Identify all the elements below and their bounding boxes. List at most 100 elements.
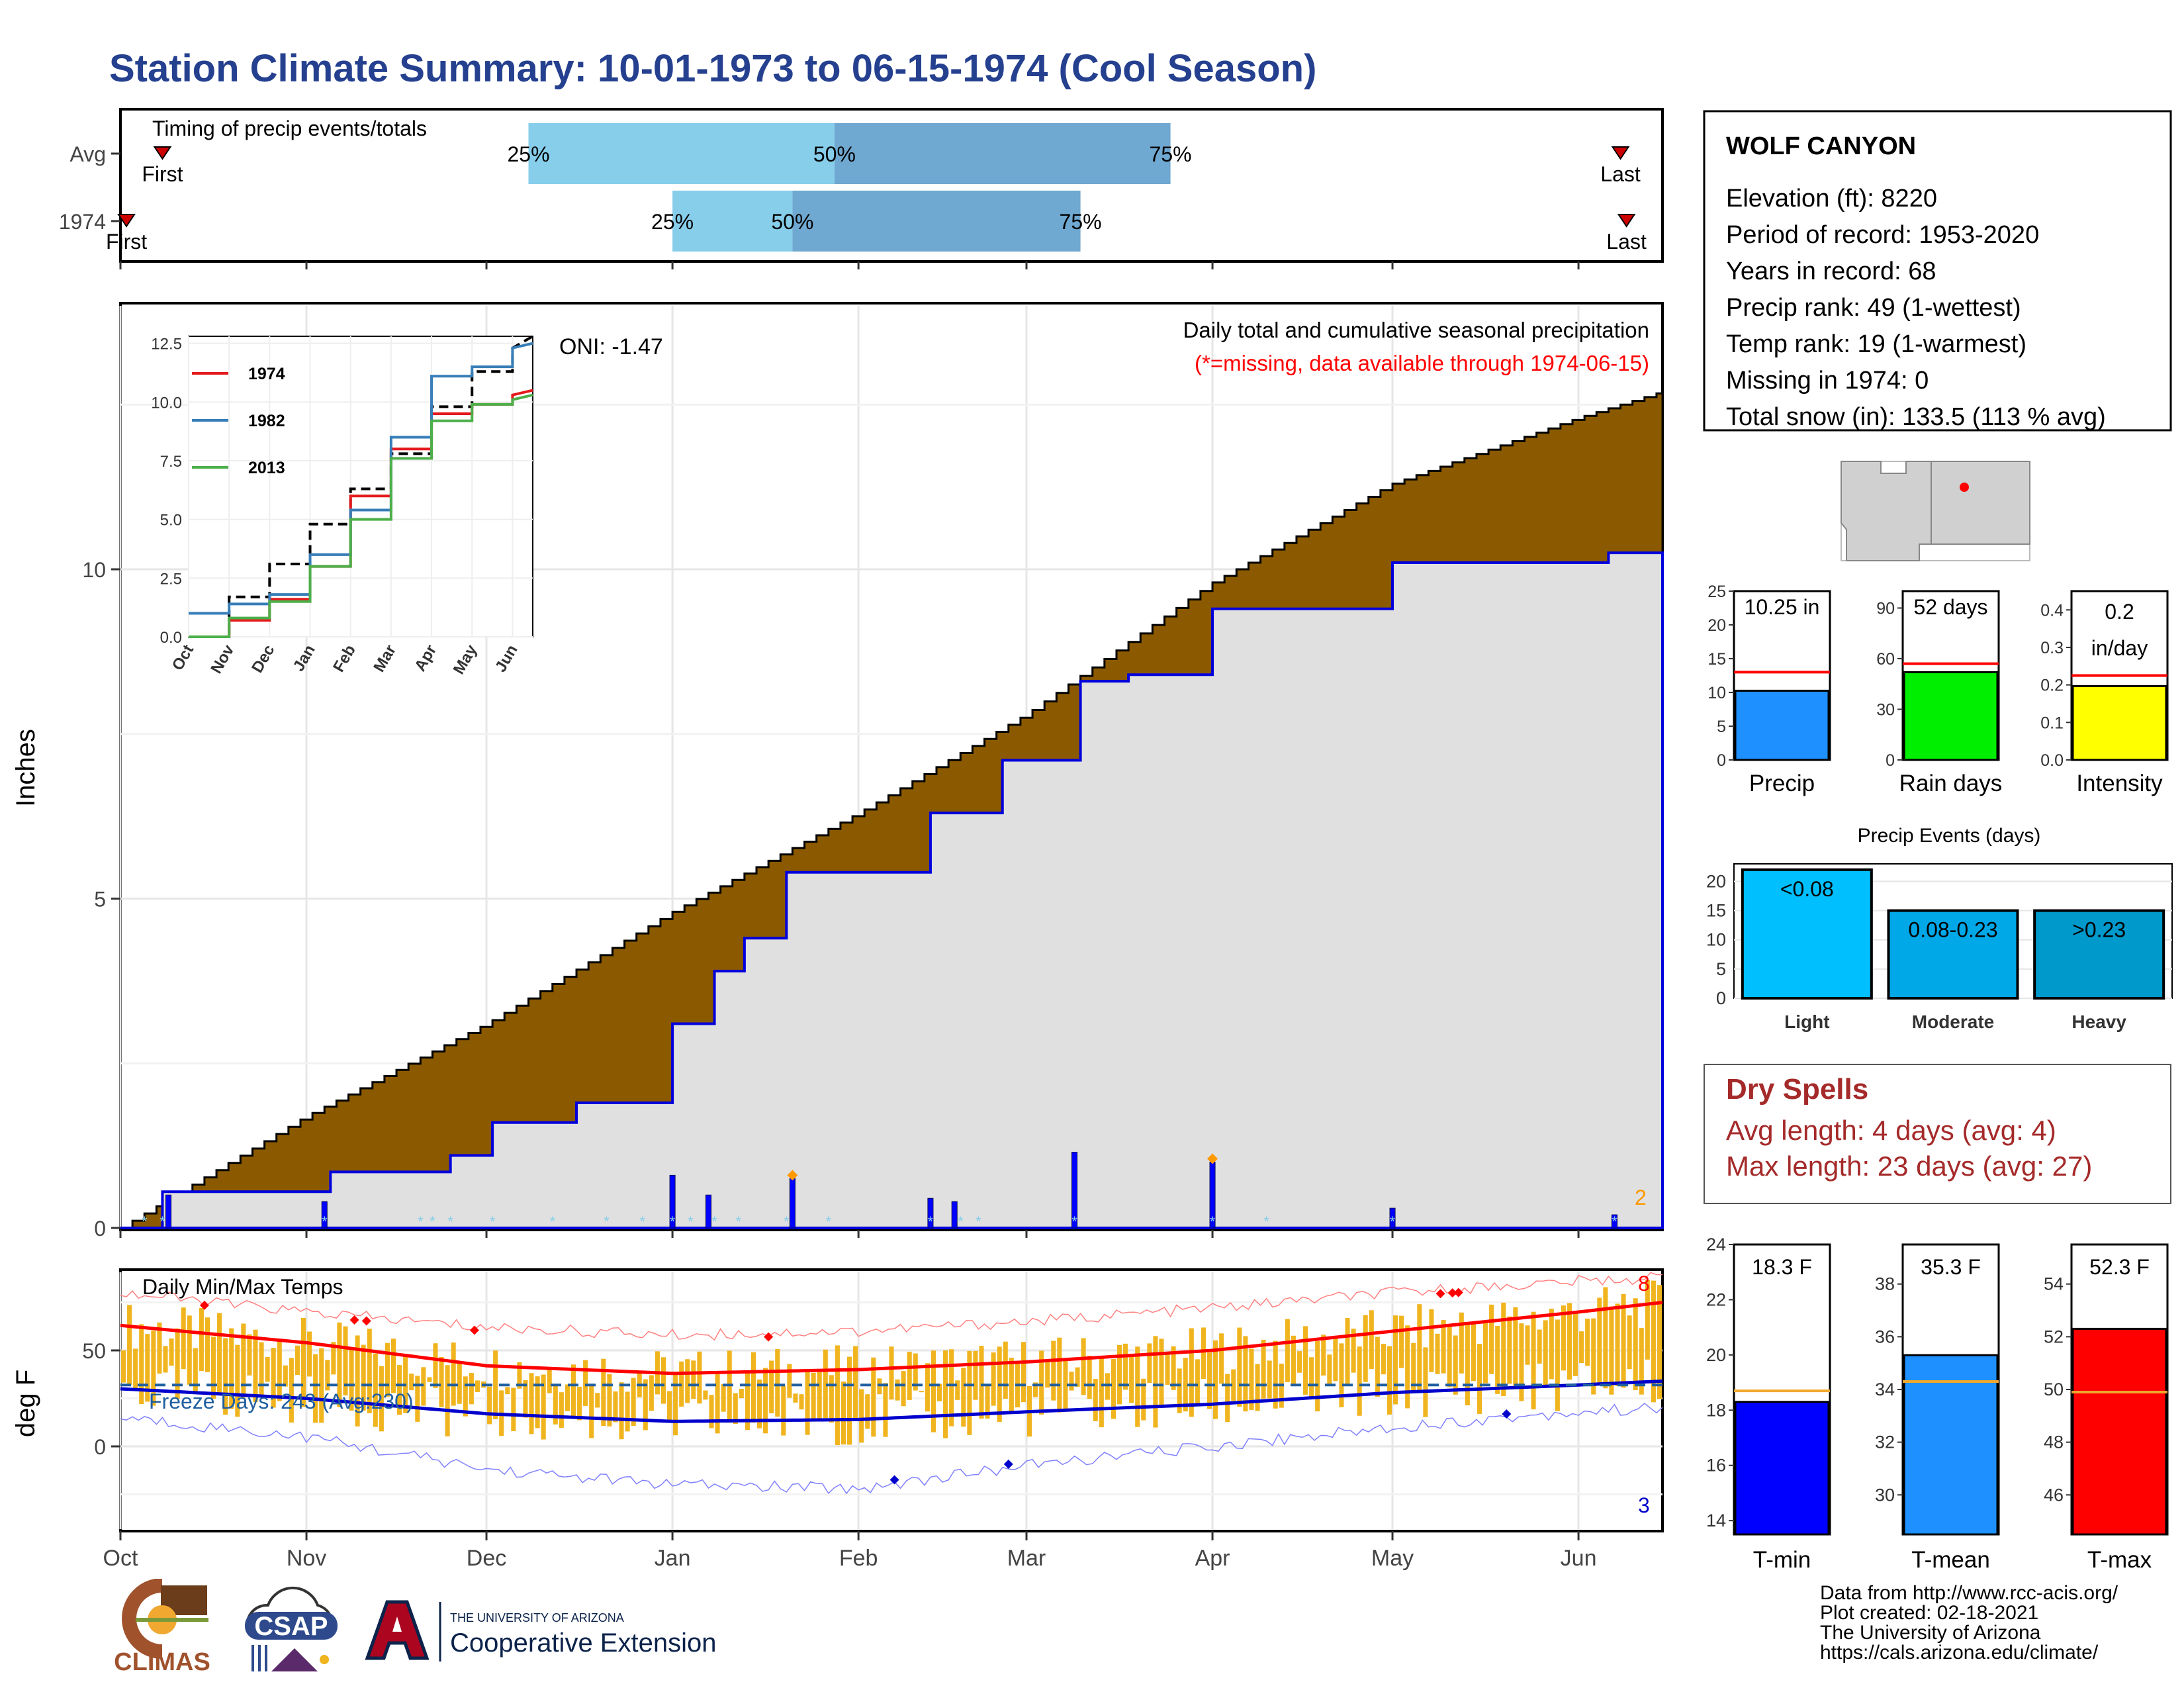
daily-temp-range-bar	[1357, 1346, 1362, 1416]
daily-temp-range-bar	[673, 1372, 678, 1436]
daily-temp-range-bar	[1213, 1340, 1218, 1419]
daily-temp-range-bar	[1585, 1318, 1590, 1366]
ua-extension-text: Cooperative Extension	[450, 1628, 716, 1658]
record-high-marker	[1453, 1288, 1463, 1297]
temp-bar-y-tick: 50	[2044, 1380, 2064, 1399]
daily-temp-range-bar	[589, 1385, 594, 1438]
daily-temp-range-bar	[1477, 1344, 1482, 1414]
record-high-marker	[1447, 1288, 1457, 1298]
daily-temp-range-bar	[685, 1359, 690, 1403]
station-info-line: Temp rank: 19 (1-warmest)	[1726, 330, 2026, 358]
daily-temp-range-bar	[259, 1342, 264, 1396]
last-marker	[1617, 214, 1636, 228]
daily-temp-range-bar	[1231, 1369, 1236, 1401]
daily-temp-range-bar	[121, 1350, 126, 1383]
record-high-marker	[764, 1332, 774, 1342]
timing-bar-50-75	[792, 191, 1081, 252]
daily-temp-range-bar	[1261, 1339, 1266, 1399]
daily-temp-range-bar	[577, 1386, 582, 1421]
daily-temp-range-bar	[967, 1350, 972, 1435]
first-label: First	[142, 162, 183, 186]
daily-temp-range-bar	[1135, 1346, 1140, 1427]
daily-temp-range-bar	[1567, 1303, 1572, 1380]
temp-bar-value	[1734, 1401, 1830, 1536]
daily-temp-range-bar	[841, 1382, 846, 1445]
daily-temp-range-bar	[205, 1317, 210, 1372]
daily-temp-range-bar	[1339, 1343, 1344, 1407]
daily-temp-range-bar	[1519, 1323, 1524, 1401]
daily-temp-range-bar	[445, 1365, 450, 1436]
mini-bar-y-tick: 10	[1707, 684, 1726, 702]
daily-temp-range-bar	[1483, 1322, 1488, 1383]
daily-temp-range-bar	[271, 1348, 276, 1408]
daily-temp-range-bar	[1291, 1335, 1296, 1385]
daily-temp-range-bar	[1141, 1378, 1146, 1421]
daily-temp-range-bar	[1039, 1350, 1044, 1415]
snow-marker: *	[490, 1213, 496, 1230]
daily-temp-range-bar	[277, 1340, 282, 1401]
daily-temp-range-bar	[667, 1391, 672, 1421]
record-low-marker	[1003, 1459, 1013, 1469]
snow-marker: *	[639, 1213, 645, 1230]
daily-temp-range-bar	[343, 1326, 348, 1396]
events-category-label: Moderate	[1912, 1011, 1994, 1032]
daily-temp-range-bar	[415, 1376, 420, 1422]
inset-y-tick: 7.5	[160, 453, 182, 471]
record-low-count: 3	[1638, 1493, 1650, 1517]
mini-bar-y-tick: 5	[1717, 718, 1726, 736]
snow-marker: *	[430, 1213, 435, 1230]
daily-temp-range-bar	[871, 1357, 876, 1437]
daily-precip-bar	[1611, 1214, 1617, 1229]
temp-panel-title: Daily Min/Max Temps	[142, 1275, 343, 1299]
events-y-tick: 15	[1706, 901, 1726, 921]
daily-temp-range-bar	[265, 1356, 270, 1382]
daily-temp-range-bar	[1249, 1348, 1254, 1410]
daily-temp-range-bar	[427, 1377, 432, 1382]
daily-temp-range-bar	[421, 1367, 426, 1406]
daily-temp-range-bar	[1189, 1328, 1194, 1417]
daily-temp-range-bar	[1471, 1323, 1476, 1382]
daily-temp-range-bar	[300, 1317, 306, 1407]
daily-temp-range-bar	[943, 1350, 948, 1438]
inset-series-line	[189, 335, 534, 638]
last-label: Last	[1606, 230, 1647, 254]
daily-temp-range-bar	[1597, 1297, 1602, 1385]
inset-y-tick: 5.0	[160, 512, 182, 530]
events-bar	[1741, 868, 1873, 1000]
daily-temp-range-bar	[1063, 1358, 1068, 1411]
daily-temp-range-bar	[859, 1389, 864, 1443]
snow-marker: *	[711, 1213, 717, 1230]
snow-marker: *	[958, 1213, 964, 1230]
events-title: Precip Events (days)	[1858, 825, 2041, 847]
mini-bar-y-tick: 0	[1886, 751, 1895, 770]
daily-temp-range-bar	[643, 1379, 648, 1430]
p50-label: 50%	[813, 142, 856, 166]
daily-temp-range-bar	[1609, 1306, 1614, 1395]
daily-temp-range-bar	[613, 1391, 618, 1423]
daily-temp-range-bar	[1627, 1315, 1632, 1370]
temp-bar-y-tick: 32	[1875, 1432, 1895, 1452]
daily-temp-range-bar	[1165, 1353, 1170, 1385]
dry-spells-avg: Avg length: 4 days (avg: 4)	[1726, 1115, 2056, 1146]
daily-temp-range-bar	[829, 1375, 834, 1423]
daily-temp-range-bar	[331, 1342, 336, 1375]
last-marker	[1611, 146, 1630, 160]
daily-temp-range-bar	[925, 1363, 930, 1412]
daily-temp-range-bar	[877, 1378, 882, 1395]
station-info-line: Period of record: 1953-2020	[1726, 221, 2039, 249]
mini-bar-y-tick: 25	[1707, 583, 1726, 601]
daily-temp-range-bar	[1081, 1338, 1086, 1395]
temp-y-label: deg F	[11, 1370, 40, 1437]
daily-temp-range-bar	[361, 1344, 366, 1411]
daily-temp-range-bar	[817, 1372, 822, 1422]
daily-temp-range-bar	[1321, 1335, 1326, 1376]
daily-temp-range-bar	[241, 1323, 246, 1398]
inset-series-line	[189, 393, 533, 638]
daily-temp-range-bar	[169, 1338, 174, 1366]
daily-temp-range-bar	[307, 1331, 312, 1377]
daily-temp-range-bar	[157, 1322, 162, 1374]
events-bar-label: 0.08-0.23	[1908, 918, 1997, 942]
page-title: Station Climate Summary: 10-01-1973 to 0…	[109, 47, 1317, 90]
daily-temp-range-bar	[973, 1350, 978, 1400]
